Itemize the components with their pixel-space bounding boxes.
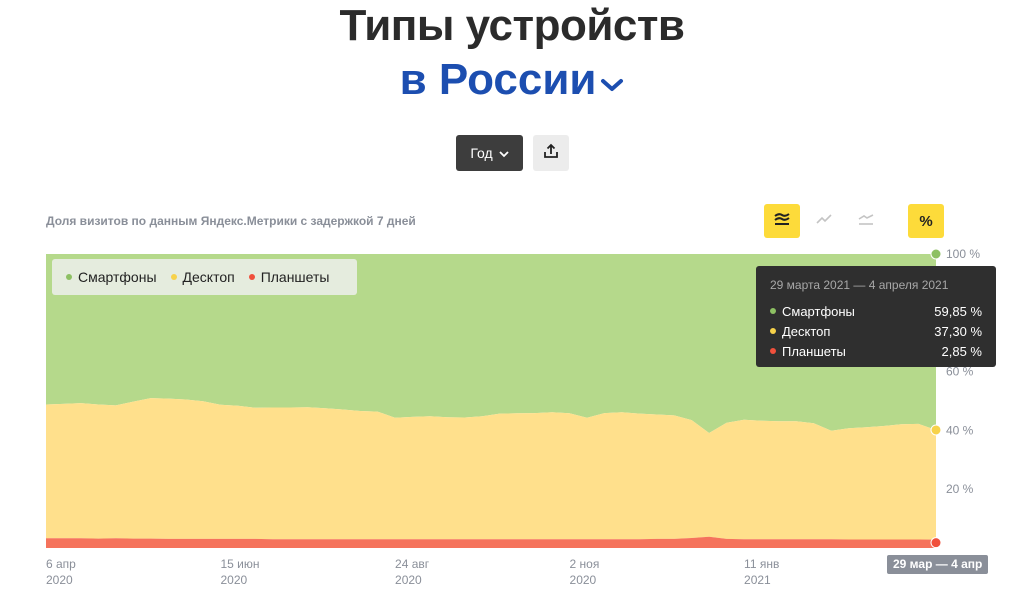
tooltip-name: Планшеты [782, 343, 846, 359]
smartphones-dot-icon [66, 274, 72, 280]
x-tick-label: 15 июн [221, 557, 260, 571]
end-dot-desktop [930, 424, 942, 436]
percent-toggle[interactable]: % [908, 204, 944, 238]
page-title: Типы устройств [339, 1, 685, 50]
end-markers [930, 248, 942, 549]
end-dot-tablets [930, 537, 942, 549]
tooltip-name: Смартфоны [782, 303, 855, 319]
legend-label-desktop: Десктоп [182, 269, 235, 285]
chart-controls: Год [456, 135, 569, 171]
tooltip-value: 37,30 % [934, 323, 982, 339]
chevron-down-icon [600, 55, 624, 103]
area-desktop [46, 398, 936, 540]
area-tablets [46, 536, 936, 548]
stacked-area-icon [773, 211, 791, 232]
line-chart-icon [815, 212, 833, 231]
x-tick-label: 2 ноя [570, 557, 600, 571]
desktop-dot-icon [770, 328, 776, 334]
period-dropdown[interactable]: Год [456, 135, 523, 171]
chart-tooltip: 29 марта 2021 — 4 апреля 2021 Смартфоны … [756, 266, 996, 367]
tablets-dot-icon [248, 274, 255, 280]
x-tick-year: 2020 [46, 573, 73, 587]
y-axis: 100 % 60 % 40 % 20 % [946, 247, 980, 496]
legend-item-tablets[interactable]: Планшеты [248, 269, 330, 285]
chevron-down-icon [499, 145, 509, 161]
x-tick-year: 2020 [221, 573, 248, 587]
tooltip-value: 59,85 % [934, 303, 982, 319]
chart-legend: Смартфоны Десктоп Планшеты [52, 259, 357, 295]
chart-view-toggles: % [764, 204, 944, 238]
area-smartphones [46, 254, 936, 433]
x-tick-label: 11 янв [744, 557, 779, 571]
tablets-dot-icon [770, 348, 776, 354]
legend-item-desktop[interactable]: Десктоп [170, 269, 235, 285]
desktop-dot-icon [170, 274, 177, 280]
area-chart-icon [857, 212, 875, 231]
x-tick-year: 2020 [570, 573, 597, 587]
device-share-chart[interactable]: 6 апр 2020 15 июн 2020 24 авг 2020 2 ноя 2020 11… [0, 240, 1024, 590]
tooltip-name: Десктоп [782, 323, 831, 339]
tooltip-date: 29 марта 2021 — 4 апреля 2021 [770, 278, 949, 292]
y-tick-label: 100 % [946, 247, 980, 261]
export-button[interactable] [533, 135, 569, 171]
end-dot-smartphones [930, 248, 942, 260]
percent-icon: % [919, 212, 933, 230]
x-tick-year: 2020 [395, 573, 422, 587]
smartphones-dot-icon [770, 308, 776, 314]
stacked-area-toggle[interactable] [764, 204, 800, 238]
tooltip-row-desktop: Десктоп 37,30 % [770, 321, 982, 341]
y-tick-label: 20 % [946, 482, 974, 496]
legend-label-smartphones: Смартфоны [78, 269, 157, 285]
tooltip-row-tablets: Планшеты 2,85 % [770, 341, 982, 361]
tooltip-value: 2,85 % [941, 343, 982, 359]
area-chart-toggle[interactable] [848, 204, 884, 238]
y-tick-label: 40 % [946, 423, 974, 437]
chart-caption: Доля визитов по данным Яндекс.Метрики с … [46, 214, 416, 228]
share-icon [543, 143, 559, 164]
tooltip-row-smartphones: Смартфоны 59,85 % [770, 301, 982, 321]
legend-label-tablets: Планшеты [260, 269, 330, 285]
x-tick-label: 6 апр [46, 557, 76, 571]
x-axis: 6 апр 2020 15 июн 2020 24 авг 2020 2 ноя 2020 11… [46, 557, 779, 587]
period-label: Год [470, 145, 493, 161]
y-tick-label: 60 % [946, 365, 974, 379]
x-tick-year: 2021 [744, 573, 771, 587]
highlighted-x-label: 29 мар — 4 апр [887, 555, 989, 574]
region-label: в России [399, 55, 597, 104]
region-selector[interactable]: в России [0, 56, 1024, 104]
x-tick-label: 24 авг [395, 557, 430, 571]
line-chart-toggle[interactable] [806, 204, 842, 238]
legend-item-smartphones[interactable]: Смартфоны [66, 269, 157, 285]
